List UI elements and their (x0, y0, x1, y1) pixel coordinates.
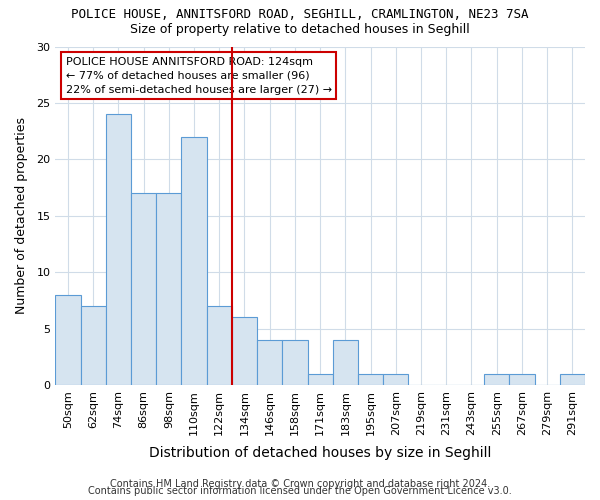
Text: POLICE HOUSE ANNITSFORD ROAD: 124sqm
← 77% of detached houses are smaller (96)
2: POLICE HOUSE ANNITSFORD ROAD: 124sqm ← 7… (66, 56, 332, 94)
Text: POLICE HOUSE, ANNITSFORD ROAD, SEGHILL, CRAMLINGTON, NE23 7SA: POLICE HOUSE, ANNITSFORD ROAD, SEGHILL, … (71, 8, 529, 20)
Bar (80, 306, 106, 385)
Bar (560, 374, 585, 385)
Bar (283, 340, 308, 385)
Bar (509, 374, 535, 385)
Bar (333, 340, 358, 385)
Text: Contains public sector information licensed under the Open Government Licence v3: Contains public sector information licen… (88, 486, 512, 496)
Bar (156, 193, 181, 385)
Bar (181, 136, 206, 385)
Bar (232, 317, 257, 385)
Bar (257, 340, 283, 385)
Bar (131, 193, 156, 385)
Bar (308, 374, 333, 385)
Bar (55, 294, 80, 385)
Bar (383, 374, 409, 385)
X-axis label: Distribution of detached houses by size in Seghill: Distribution of detached houses by size … (149, 446, 491, 460)
Text: Contains HM Land Registry data © Crown copyright and database right 2024.: Contains HM Land Registry data © Crown c… (110, 479, 490, 489)
Text: Size of property relative to detached houses in Seghill: Size of property relative to detached ho… (130, 22, 470, 36)
Bar (206, 306, 232, 385)
Bar (106, 114, 131, 385)
Y-axis label: Number of detached properties: Number of detached properties (15, 117, 28, 314)
Bar (484, 374, 509, 385)
Bar (358, 374, 383, 385)
